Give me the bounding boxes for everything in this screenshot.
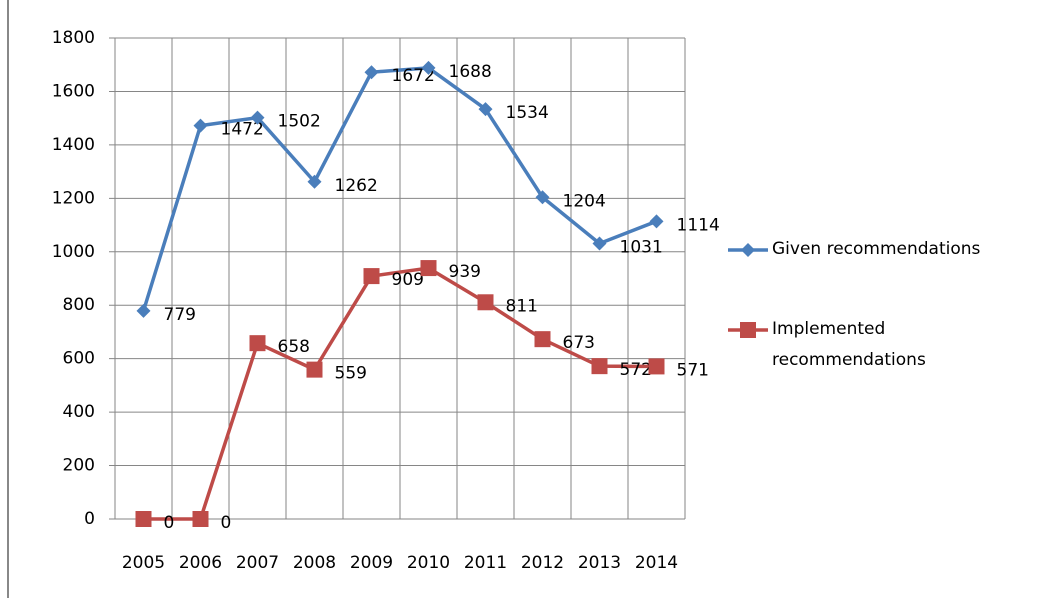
marker xyxy=(534,331,551,348)
marker xyxy=(421,60,436,75)
marker xyxy=(193,118,208,133)
marker xyxy=(363,268,380,285)
marker xyxy=(307,174,322,189)
data-label: 1672 xyxy=(392,66,435,86)
data-label: 909 xyxy=(392,270,424,290)
series-line xyxy=(141,66,658,312)
marker xyxy=(364,65,379,80)
legend-marker xyxy=(740,322,756,338)
data-label: 1688 xyxy=(449,62,492,82)
marker xyxy=(306,361,323,378)
marker xyxy=(648,358,665,375)
marker xyxy=(420,260,437,277)
data-label: 1502 xyxy=(278,112,321,132)
x-tick-label: 2008 xyxy=(293,553,336,573)
marker xyxy=(535,190,550,205)
y-tick-label: 1600 xyxy=(52,81,95,101)
data-label: 0 xyxy=(164,513,175,533)
data-label: 1472 xyxy=(221,120,264,140)
y-tick-label: 0 xyxy=(84,509,95,529)
marker xyxy=(135,511,152,527)
data-label: 1262 xyxy=(335,176,378,196)
y-tick-label: 1800 xyxy=(52,28,95,48)
x-tick-label: 2013 xyxy=(578,553,621,573)
data-label: 939 xyxy=(449,262,481,282)
data-label: 1534 xyxy=(506,103,549,123)
data-label: 1114 xyxy=(677,215,720,235)
y-tick-label: 200 xyxy=(63,456,95,476)
marker xyxy=(649,214,664,229)
data-label: 673 xyxy=(563,333,595,353)
legend-label: Given recommendations xyxy=(772,239,981,259)
marker xyxy=(249,335,266,352)
marker xyxy=(592,236,607,251)
data-label: 811 xyxy=(506,296,538,316)
marker xyxy=(192,511,209,527)
marker xyxy=(477,294,494,311)
x-tick-label: 2006 xyxy=(179,553,222,573)
marker xyxy=(478,102,493,117)
y-tick-label: 1000 xyxy=(52,242,95,262)
x-tick-label: 2012 xyxy=(521,553,564,573)
data-label: 1204 xyxy=(563,191,606,211)
x-tick-label: 2011 xyxy=(464,553,507,573)
data-label: 779 xyxy=(164,305,196,325)
y-tick-label: 400 xyxy=(63,402,95,422)
series-line xyxy=(143,266,657,521)
x-tick-label: 2007 xyxy=(236,553,279,573)
marker xyxy=(591,358,608,375)
y-tick-label: 1200 xyxy=(52,188,95,208)
legend-entry: Given recommendations xyxy=(772,239,981,259)
x-tick-label: 2014 xyxy=(635,553,678,573)
marker xyxy=(136,303,151,318)
data-label: 658 xyxy=(278,337,310,357)
x-tick-label: 2010 xyxy=(407,553,450,573)
data-label: 572 xyxy=(620,360,652,380)
x-tick-label: 2009 xyxy=(350,553,393,573)
data-label: 559 xyxy=(335,364,367,384)
y-tick-label: 1400 xyxy=(52,135,95,155)
marker xyxy=(250,110,265,125)
legend-marker xyxy=(741,243,755,257)
legend-entry: Implemented recommendations xyxy=(772,319,926,370)
x-tick-label: 2005 xyxy=(122,553,165,573)
data-label: 571 xyxy=(677,360,709,380)
y-tick-label: 600 xyxy=(63,349,95,369)
legend-label: Implemented recommendations xyxy=(772,319,926,370)
data-label: 1031 xyxy=(620,237,663,257)
y-tick-label: 800 xyxy=(63,295,95,315)
data-label: 0 xyxy=(221,513,232,533)
